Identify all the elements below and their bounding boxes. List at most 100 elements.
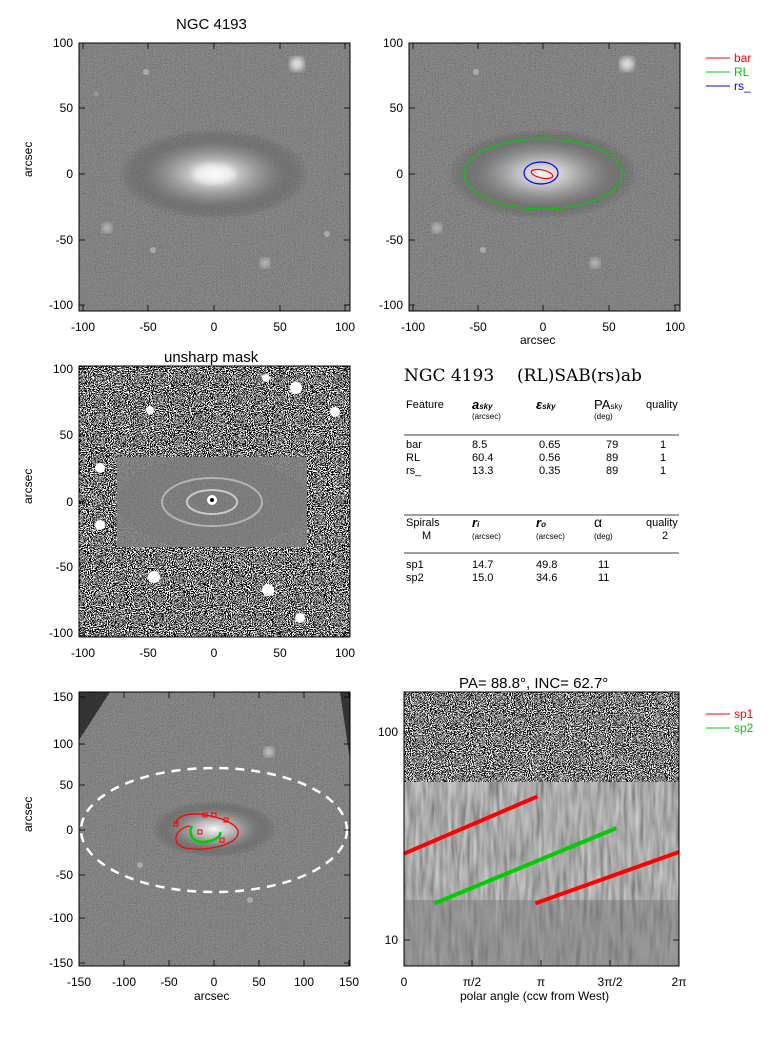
feature-a: 13.3	[472, 465, 494, 477]
image-galaxy-bottom-left	[79, 692, 350, 966]
legend-sp2: sp2	[734, 721, 754, 735]
x-tick-label: -100	[70, 646, 96, 660]
feature-eps: 0.56	[539, 452, 561, 464]
spirals-label: Spirals	[406, 517, 440, 529]
feature-eps: 0.65	[539, 439, 561, 451]
x-tick-label: -100	[111, 975, 137, 989]
polar-plot-series	[403, 794, 680, 906]
legend-sp1: sp1	[734, 707, 754, 721]
spiral-name: sp2	[406, 572, 424, 584]
image-galaxy-top-right	[409, 43, 680, 311]
ylabel-mid-left: arcsec	[21, 468, 35, 504]
x-tick-label: 50	[273, 646, 287, 660]
feature-a: 8.5	[472, 439, 488, 451]
x-tick-label: -100	[400, 320, 426, 334]
feature-pa: 89	[606, 465, 619, 477]
y-tick-label: 100	[52, 36, 73, 50]
x-tick-label: -100	[70, 320, 96, 334]
feature-a: 60.4	[472, 452, 494, 464]
title-unsharp-mask: unsharp mask	[164, 349, 259, 366]
spiral-name: sp1	[406, 559, 424, 571]
feature-pa: 79	[606, 439, 619, 451]
y-tick-label: 150	[52, 690, 73, 704]
spiral-sp2-overlay	[189, 825, 222, 844]
ellipse-rs	[523, 161, 559, 185]
y-tick-label: 100	[377, 725, 398, 739]
col-alpha-unit: (deg)	[594, 532, 613, 541]
table-header-class: (RL)SAB(rs)ab	[517, 366, 642, 386]
feature-pa: 89	[606, 452, 619, 464]
y-tick-label: -150	[48, 956, 73, 970]
table-header-name: NGC 4193	[404, 366, 495, 386]
x-tick-label: 50	[273, 320, 287, 334]
col-alpha: α	[594, 514, 603, 530]
y-tick-label: -100	[48, 298, 73, 312]
y-tick-label: -50	[385, 233, 403, 247]
ellipse-bar	[530, 168, 554, 180]
title-ngc4193: NGC 4193	[176, 16, 247, 33]
feature-quality: 1	[660, 439, 667, 451]
quality-value-spirals: 2	[662, 530, 669, 542]
xlabel-top-right: arcsec	[520, 333, 556, 347]
col-pa-unit: (deg)	[594, 412, 613, 421]
col-ro-unit: (arcsec)	[536, 532, 565, 541]
tick-marks	[78, 42, 680, 966]
spiral-ro: 34.6	[536, 572, 558, 584]
y-tick-label: 50	[59, 428, 73, 442]
y-tick-label: 10	[384, 933, 398, 947]
xlabel-polar: polar angle (ccw from West)	[460, 989, 610, 1003]
ellipse-rl	[463, 138, 623, 210]
x-tick-label: 100	[293, 975, 315, 989]
xlabel-bottom-left: arcsec	[194, 989, 230, 1003]
x-tick-label: 50	[252, 975, 266, 989]
y-tick-label: -50	[55, 560, 73, 574]
col-quality: quality	[646, 399, 678, 411]
col-a-unit: (arcsec)	[472, 412, 501, 421]
col-eps: εsky	[536, 397, 556, 412]
legend-rs: rs_	[734, 79, 751, 93]
title-polar: PA= 88.8°, INC= 62.7°	[459, 675, 609, 692]
image-unsharp-mask	[79, 366, 350, 637]
x-tick-label: 100	[664, 320, 686, 334]
y-tick-label: 100	[52, 362, 73, 376]
y-tick-label: 0	[66, 167, 73, 181]
x-tick-label: 0	[210, 646, 218, 660]
y-tick-label: -100	[48, 911, 73, 925]
col-pa: PAsky	[594, 397, 623, 412]
x-tick-label: 0	[210, 320, 218, 334]
y-tick-label: -50	[55, 233, 73, 247]
x-tick-label: 0	[400, 975, 408, 989]
x-tick-label: -50	[469, 320, 487, 334]
y-tick-label: 0	[396, 167, 403, 181]
col-quality-spirals: quality	[646, 517, 678, 529]
y-tick-label: 100	[52, 737, 73, 751]
x-tick-label: 3π/2	[597, 975, 623, 989]
x-tick-label: π/2	[462, 975, 482, 989]
feature-name: bar	[406, 439, 422, 451]
image-polar-deprojection	[404, 692, 679, 966]
feature-quality: 1	[660, 465, 667, 477]
image-galaxy-top-left	[79, 43, 350, 311]
feature-name: RL	[406, 452, 421, 464]
y-tick-label: 50	[59, 101, 73, 115]
series-sp1-segment	[534, 850, 680, 906]
col-ri: ri	[472, 515, 480, 530]
spiral-ri: 14.7	[472, 559, 494, 571]
y-tick-label: 100	[382, 36, 403, 50]
col-ro: ro	[536, 515, 546, 530]
feature-quality: 1	[660, 452, 667, 464]
x-tick-label: 50	[602, 320, 616, 334]
x-tick-label: π	[536, 975, 546, 989]
x-tick-label: -50	[160, 975, 178, 989]
y-tick-label: -50	[55, 868, 73, 882]
x-tick-label: 100	[334, 646, 356, 660]
y-tick-label: 50	[389, 101, 403, 115]
x-tick-label: 2π	[671, 975, 687, 989]
x-tick-label: 100	[334, 320, 356, 334]
col-ri-unit: (arcsec)	[472, 532, 501, 541]
col-feature: Feature	[406, 399, 444, 411]
spiral-alpha: 11	[598, 572, 610, 584]
col-a: asky	[472, 397, 493, 412]
y-tick-label: -100	[378, 298, 403, 312]
feature-name: rs_	[406, 465, 422, 477]
